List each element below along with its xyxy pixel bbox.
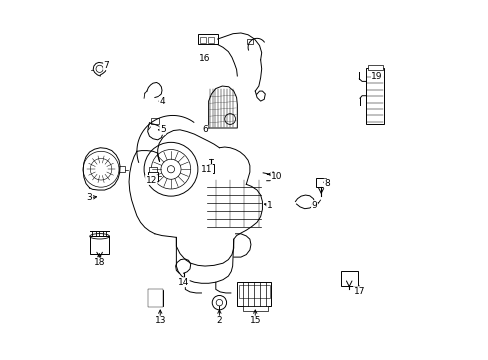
FancyBboxPatch shape [148, 290, 163, 306]
FancyBboxPatch shape [198, 34, 217, 44]
FancyBboxPatch shape [147, 172, 158, 181]
Text: 6: 6 [202, 125, 207, 134]
FancyBboxPatch shape [207, 37, 214, 43]
FancyBboxPatch shape [151, 118, 159, 125]
Text: 1: 1 [266, 201, 272, 210]
FancyBboxPatch shape [119, 166, 125, 172]
Text: 8: 8 [324, 179, 329, 188]
Text: 10: 10 [270, 172, 282, 181]
Text: 11: 11 [201, 165, 212, 174]
Text: 3: 3 [86, 193, 92, 202]
Text: 15: 15 [249, 316, 261, 325]
FancyBboxPatch shape [147, 289, 163, 307]
FancyBboxPatch shape [340, 271, 357, 286]
Text: 14: 14 [178, 278, 189, 287]
FancyBboxPatch shape [207, 164, 214, 173]
Circle shape [156, 297, 159, 300]
FancyBboxPatch shape [242, 306, 267, 311]
Circle shape [150, 302, 153, 305]
FancyBboxPatch shape [199, 37, 206, 43]
Circle shape [150, 297, 153, 300]
Text: 13: 13 [154, 316, 165, 325]
FancyBboxPatch shape [367, 65, 382, 69]
Text: 5: 5 [160, 125, 165, 134]
Circle shape [156, 292, 159, 295]
Text: 19: 19 [371, 72, 382, 81]
FancyBboxPatch shape [366, 68, 383, 125]
Text: 9: 9 [311, 201, 317, 210]
FancyBboxPatch shape [239, 285, 269, 298]
FancyBboxPatch shape [237, 282, 271, 306]
Text: 16: 16 [199, 54, 210, 63]
Circle shape [156, 302, 159, 305]
Circle shape [150, 292, 153, 295]
Text: 2: 2 [216, 316, 222, 325]
FancyBboxPatch shape [247, 39, 253, 44]
FancyBboxPatch shape [149, 167, 157, 172]
Text: 18: 18 [93, 258, 105, 267]
Text: 12: 12 [145, 176, 157, 185]
FancyBboxPatch shape [89, 236, 109, 253]
Text: 4: 4 [159, 96, 164, 105]
Text: 7: 7 [103, 61, 109, 70]
Text: 17: 17 [353, 287, 364, 296]
FancyBboxPatch shape [316, 178, 325, 187]
